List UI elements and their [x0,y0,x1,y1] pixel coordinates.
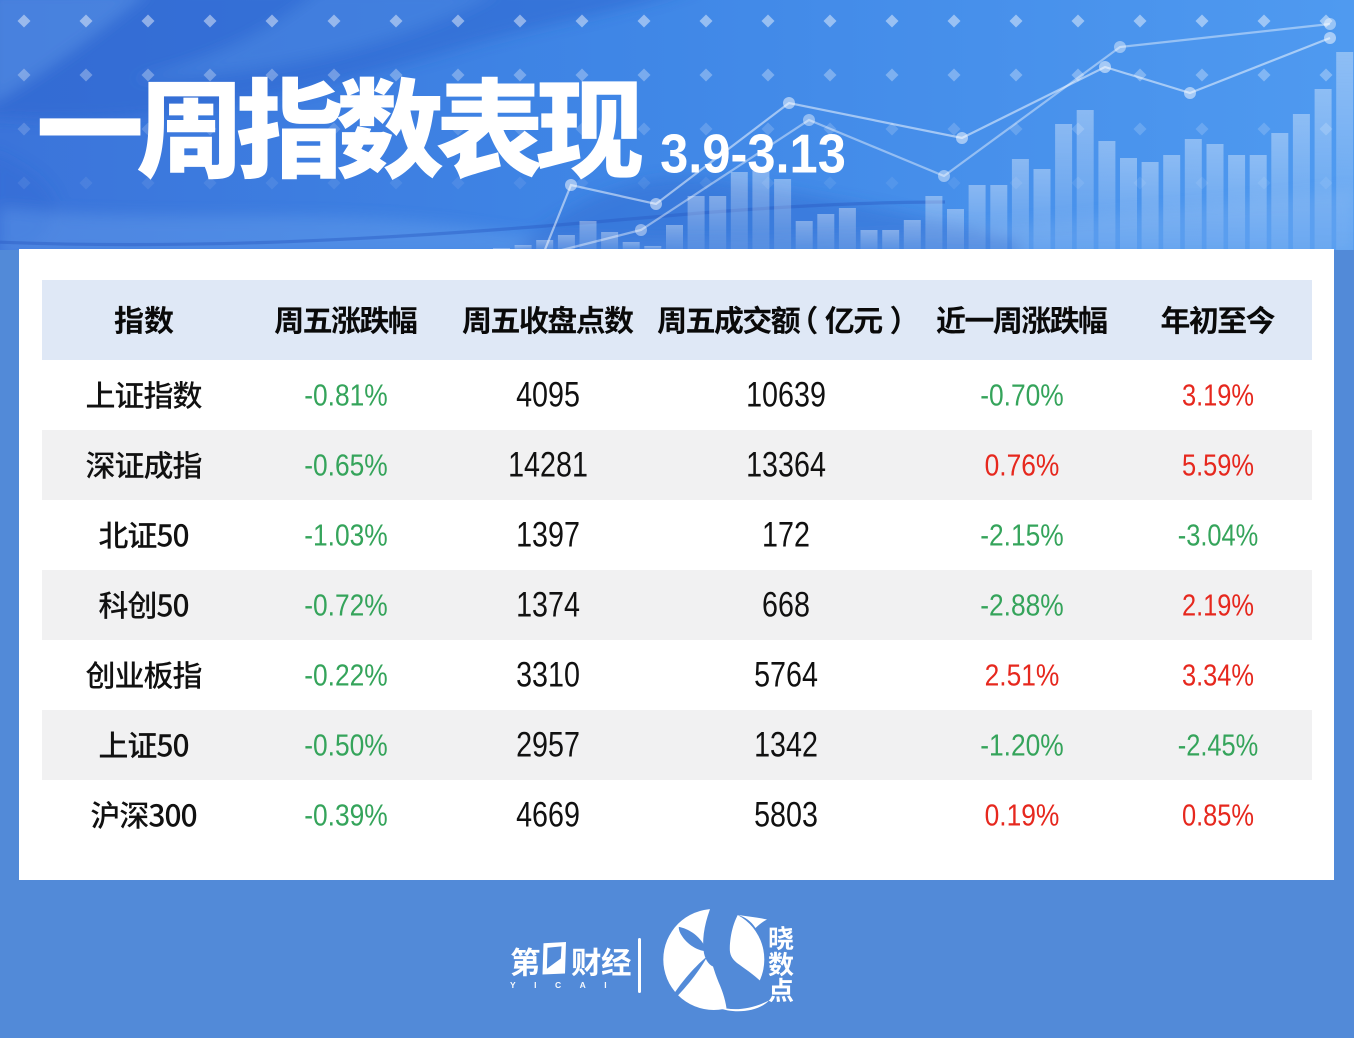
svg-text:YICAI: YICAI [510,980,625,990]
